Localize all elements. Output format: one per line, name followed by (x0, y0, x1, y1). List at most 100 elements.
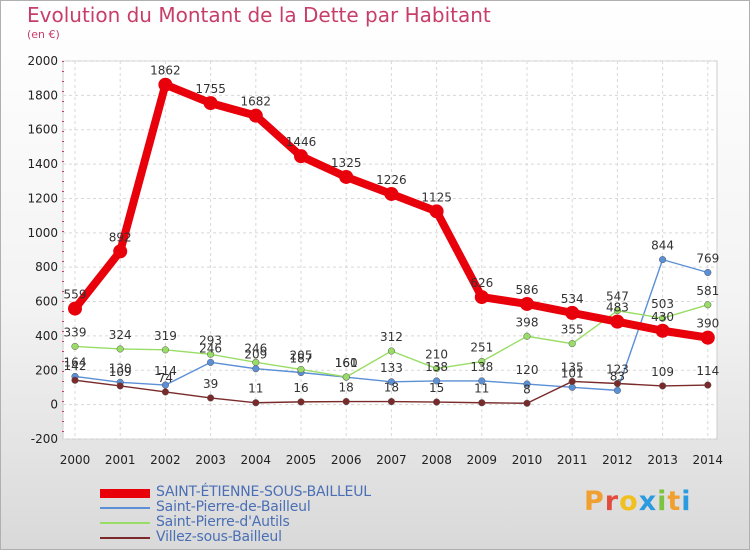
data-point-0 (565, 305, 580, 320)
data-point-0 (429, 204, 444, 219)
data-point-3 (433, 398, 441, 406)
data-point-2 (71, 342, 79, 350)
legend-label: Saint-Pierre-d'Autils (156, 514, 290, 530)
data-point-1 (161, 381, 169, 389)
data-label-2: 210 (425, 348, 448, 362)
y-tick-label: 1000 (27, 226, 58, 240)
brand-letter: r (604, 486, 620, 517)
data-point-0 (158, 77, 173, 92)
data-point-1 (478, 377, 486, 385)
x-tick-label: 2000 (60, 453, 91, 467)
y-tick-label: 1200 (27, 191, 58, 205)
brand-logo: Proxiti (584, 486, 692, 517)
x-tick-label: 2014 (693, 453, 724, 467)
y-tick-label: -200 (31, 432, 58, 446)
legend-swatch (100, 489, 150, 498)
data-label-2: 161 (335, 356, 358, 370)
data-point-3 (523, 399, 531, 407)
data-point-2 (704, 301, 712, 309)
y-tick-label: 400 (35, 329, 58, 343)
data-label-0: 1125 (421, 190, 452, 204)
data-point-2 (207, 350, 215, 358)
plot-area (62, 60, 718, 440)
data-label-0: 1446 (286, 135, 317, 149)
data-label-1: 133 (380, 361, 403, 375)
data-point-3 (387, 397, 395, 406)
data-label-0: 1755 (195, 82, 226, 96)
brand-letter: o (619, 486, 639, 517)
legend-swatch (100, 522, 150, 524)
data-point-1 (659, 256, 667, 264)
data-label-1: 101 (561, 366, 584, 380)
data-point-2 (433, 365, 441, 373)
data-point-1 (613, 386, 621, 394)
data-label-3: 8 (523, 382, 531, 396)
data-point-0 (610, 314, 625, 329)
data-label-1: 844 (651, 239, 674, 253)
data-label-0: 892 (109, 230, 132, 244)
data-label-1: 187 (290, 352, 313, 366)
data-label-3: 135 (561, 360, 584, 374)
data-point-3 (252, 399, 260, 407)
data-point-2 (297, 365, 305, 373)
data-label-3: 142 (64, 359, 87, 373)
data-label-0: 534 (561, 292, 584, 306)
data-point-0 (68, 301, 82, 316)
y-tick-label: 800 (35, 260, 58, 274)
data-point-0 (700, 330, 715, 345)
data-point-3 (704, 381, 712, 389)
y-tick-label: 0 (50, 398, 58, 412)
x-tick-label: 2003 (195, 453, 226, 467)
data-label-3: 74 (158, 371, 173, 385)
data-label-3: 11 (474, 382, 489, 396)
data-point-0 (384, 186, 399, 201)
data-point-0 (113, 244, 128, 259)
data-label-2: 324 (109, 328, 132, 342)
data-label-0: 1325 (331, 156, 362, 170)
x-tick-label: 2011 (557, 453, 588, 467)
data-label-0: 1682 (241, 95, 272, 109)
data-label-2: 205 (290, 348, 313, 362)
x-tick-label: 2010 (512, 453, 543, 467)
data-label-2: 319 (154, 329, 177, 343)
data-point-2 (387, 347, 395, 355)
x-tick-label: 2009 (467, 453, 498, 467)
data-label-0: 559 (64, 288, 87, 302)
data-point-0 (203, 96, 218, 111)
y-tick-label: 200 (35, 363, 58, 377)
data-point-0 (655, 323, 670, 338)
legend-swatch (100, 507, 150, 509)
x-tick-label: 2006 (331, 453, 362, 467)
legend-label: SAINT-ÉTIENNE-SOUS-BAILLEUL (156, 484, 371, 500)
data-point-2 (523, 332, 531, 340)
data-point-0 (520, 296, 534, 311)
data-label-3: 18 (339, 381, 354, 395)
data-label-1: 120 (516, 363, 539, 377)
data-label-1: 138 (425, 360, 448, 374)
data-label-0: 1226 (376, 173, 407, 187)
data-label-1: 83 (610, 369, 625, 383)
data-label-3: 123 (606, 363, 629, 377)
data-point-3 (613, 379, 621, 388)
brand-letter: P (584, 486, 605, 517)
data-label-3: 39 (203, 377, 218, 391)
data-point-0 (248, 108, 263, 123)
data-point-3 (568, 377, 576, 385)
data-label-1: 130 (109, 361, 132, 375)
data-point-2 (568, 340, 576, 348)
data-label-2: 581 (696, 284, 719, 298)
data-label-0: 390 (696, 317, 719, 331)
data-point-2 (116, 345, 124, 353)
data-label-0: 483 (606, 301, 629, 315)
data-label-1: 114 (154, 364, 177, 378)
data-label-2: 251 (470, 341, 493, 355)
brand-letter: t (667, 486, 682, 517)
x-tick-label: 2012 (602, 453, 633, 467)
data-point-1 (704, 268, 712, 277)
data-label-0: 1862 (150, 64, 181, 78)
brand-letter: i (681, 486, 692, 517)
data-label-1: 160 (335, 356, 358, 370)
data-label-1: 769 (696, 252, 719, 266)
data-point-1 (387, 378, 395, 386)
